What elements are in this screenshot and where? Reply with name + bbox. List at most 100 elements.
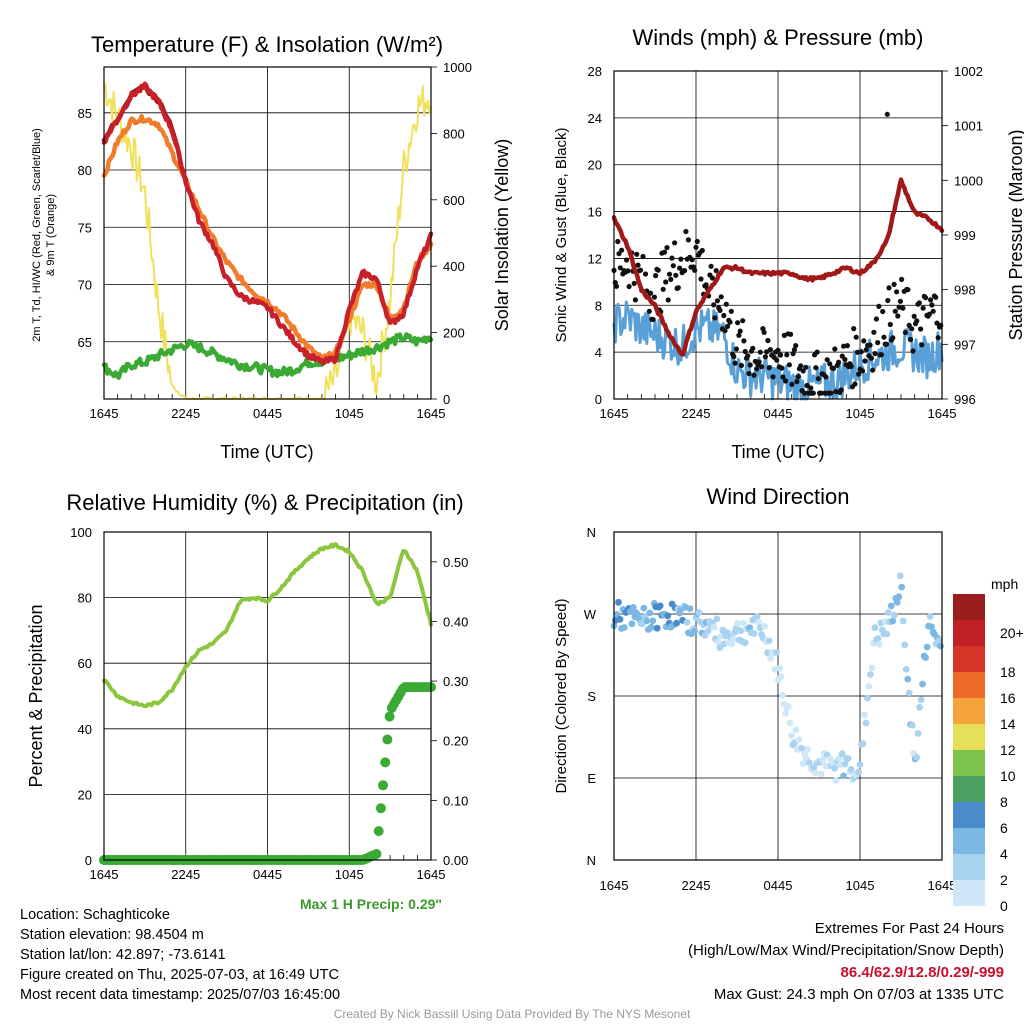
y-right-tick-label: 0.50: [443, 555, 468, 570]
gust-point: [871, 329, 877, 335]
gust-point: [682, 268, 688, 274]
direction-point: [868, 664, 876, 672]
gust-point: [801, 390, 808, 396]
direction-point: [838, 750, 846, 758]
gust-point: [660, 286, 666, 292]
x-tick-label: 0445: [253, 406, 282, 421]
gust-point: [754, 366, 760, 372]
y-right-tick-label: 0.20: [443, 734, 468, 749]
direction-point: [805, 759, 813, 766]
gust-point: [910, 348, 916, 354]
gust-point: [907, 336, 914, 343]
x-tick-label: 2245: [682, 878, 711, 893]
direction-point: [734, 619, 742, 627]
direction-point: [913, 754, 921, 761]
recent-timestamp: Most recent data timestamp: 2025/07/03 1…: [20, 987, 341, 1003]
gust-point: [791, 347, 798, 353]
gust-point: [666, 271, 673, 277]
x-tick-label: 1645: [928, 406, 957, 421]
temperature-ylabel-right: Solar Insolation (Yellow): [492, 139, 512, 331]
max-gust-point: [884, 111, 890, 117]
direction-point: [664, 612, 672, 620]
gust-point: [738, 362, 745, 369]
gust-point: [733, 346, 740, 352]
gust-point: [815, 376, 822, 382]
direction-point: [895, 593, 903, 601]
colorbar-label: 18: [1000, 664, 1016, 680]
humidity-ylabel-left: Percent & Precipitation: [26, 604, 46, 787]
direction-point: [926, 613, 934, 620]
precip-point: [382, 734, 393, 745]
direction-point: [883, 630, 891, 638]
gust-point: [793, 343, 799, 349]
gust-point: [867, 342, 873, 348]
gust-point: [737, 328, 743, 334]
temperature-frame: [103, 66, 432, 400]
figure-created: Figure created on Thu, 2025-07-03, at 16…: [20, 967, 339, 983]
precip-point: [380, 757, 391, 768]
gust-point: [788, 331, 794, 337]
direction-point: [716, 644, 724, 652]
gust-point: [930, 308, 936, 314]
gust-point: [935, 335, 941, 341]
gust-point: [685, 237, 692, 243]
colorbar-label: 12: [1000, 742, 1016, 758]
gust-point: [613, 283, 620, 289]
gust-point: [669, 255, 675, 261]
direction-point: [844, 755, 852, 762]
gust-point: [920, 305, 926, 311]
direction-point: [729, 635, 737, 643]
gust-point: [732, 360, 738, 366]
gust-point: [875, 340, 881, 346]
gust-point: [822, 390, 828, 396]
gust-point: [789, 381, 795, 387]
precip-point: [378, 780, 388, 791]
y-left-tick-label: 0: [85, 853, 92, 868]
y-left-tick-label: 40: [78, 722, 92, 737]
temp-9m-line: [101, 113, 434, 362]
gust-point: [747, 362, 753, 368]
y-left-tick-label: 85: [78, 106, 92, 121]
direction-point: [896, 572, 904, 580]
winds-xlabel: Time (UTC): [731, 442, 824, 462]
y-right-tick-label: 0.00: [443, 853, 468, 868]
direction-point: [861, 711, 868, 719]
rh-line: [102, 542, 433, 709]
direction-point: [640, 604, 648, 612]
gust-point: [646, 308, 652, 314]
gust-point: [650, 316, 656, 323]
direction-point: [788, 732, 795, 740]
temperature-ylabel-left-1: 2m T, Td, HI/WC (Red, Green, Scarlet/Blu…: [31, 128, 43, 342]
direction-point: [889, 617, 897, 625]
x-tick-label: 1645: [417, 867, 446, 882]
colorbar-title: mph: [991, 576, 1018, 592]
gust-point: [885, 297, 891, 304]
gust-point: [810, 390, 816, 396]
gust-point: [642, 271, 649, 277]
gust-point: [694, 238, 700, 245]
x-tick-label: 2245: [171, 406, 200, 421]
gust-point: [852, 381, 858, 387]
gust-point: [731, 353, 737, 360]
y-right-tick-label: 1001: [954, 119, 983, 134]
direction-point: [621, 624, 628, 631]
direction-panel: Wind Direction 1645 2245 0445 1045 1645 N E S W N…: [553, 484, 1024, 914]
direction-point: [777, 673, 785, 680]
direction-point: [695, 609, 703, 616]
gust-point: [765, 337, 771, 344]
gust-point: [887, 321, 893, 328]
colorbar-label: 20+: [1000, 625, 1024, 641]
gust-point: [878, 352, 885, 358]
direction-point: [656, 602, 664, 610]
gust-point: [711, 302, 717, 308]
direction-point: [811, 769, 819, 777]
y-left-tick-label: N: [587, 853, 596, 868]
direction-point: [740, 620, 748, 627]
winds-frame: [613, 70, 943, 400]
y-right-tick-label: 1000: [443, 60, 472, 75]
gust-point: [637, 267, 644, 273]
gust-point: [851, 326, 857, 332]
y-left-tick-label: 80: [78, 163, 92, 178]
direction-point: [616, 615, 624, 623]
direction-point: [786, 719, 794, 727]
